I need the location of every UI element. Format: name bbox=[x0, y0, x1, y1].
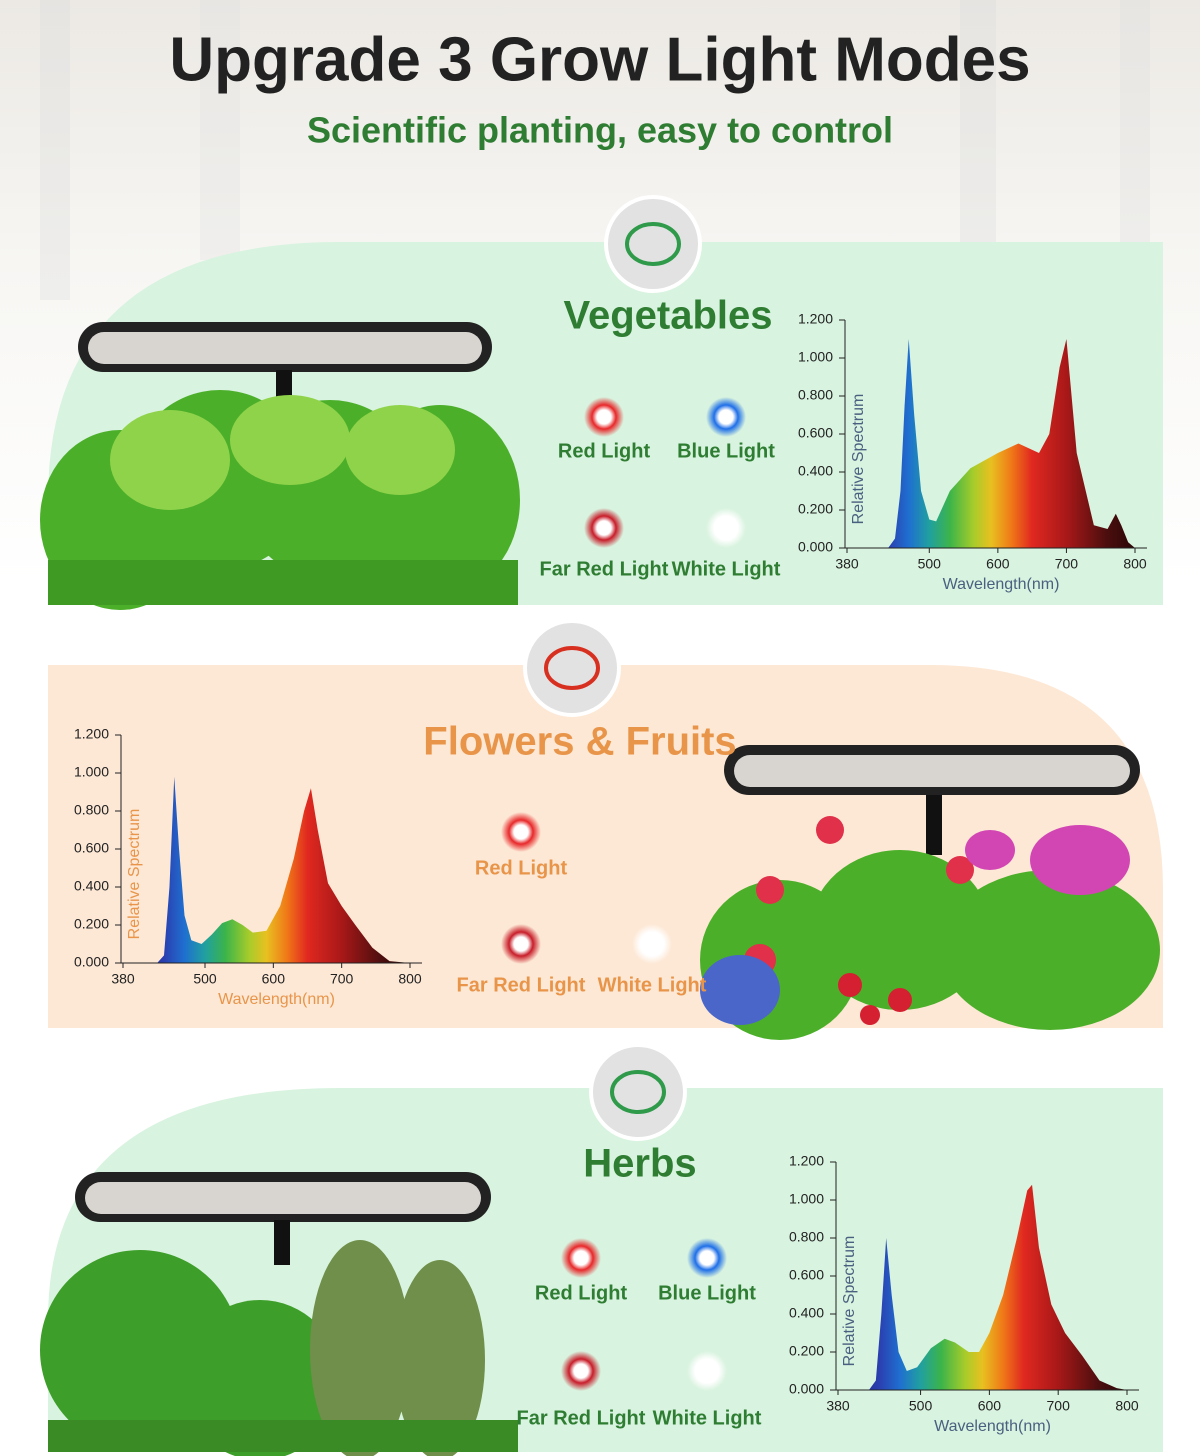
light-label: White Light bbox=[653, 1407, 762, 1429]
light-dot bbox=[561, 1238, 601, 1278]
light-label: Blue Light bbox=[658, 1282, 756, 1304]
icon bbox=[604, 195, 702, 293]
icon bbox=[523, 619, 621, 717]
y-tick-label: 0.600 bbox=[789, 1267, 824, 1283]
x-tick-label: 380 bbox=[111, 971, 135, 987]
spectrum-area bbox=[847, 339, 1135, 548]
light-label: Red Light bbox=[558, 440, 651, 462]
y-axis-label: Relative Spectrum bbox=[841, 1236, 858, 1367]
light-dot bbox=[561, 1351, 601, 1391]
y-tick-label: 0.800 bbox=[798, 387, 833, 403]
section-title: Herbs bbox=[583, 1142, 696, 1186]
x-tick-label: 800 bbox=[1115, 1398, 1139, 1414]
title: Upgrade 3 Grow Light Modes bbox=[169, 25, 1030, 94]
lamp-photo bbox=[40, 1172, 518, 1456]
light-label: White Light bbox=[598, 974, 707, 996]
x-tick-label: 600 bbox=[978, 1398, 1002, 1414]
light-label: Blue Light bbox=[677, 440, 775, 462]
light-dot bbox=[687, 1351, 727, 1391]
section-title: Vegetables bbox=[563, 294, 772, 338]
y-tick-label: 0.000 bbox=[74, 954, 109, 970]
y-axis-label: Relative Spectrum bbox=[850, 394, 867, 525]
y-tick-label: 0.400 bbox=[74, 878, 109, 894]
lamp-photo bbox=[40, 322, 520, 610]
lamp-photo bbox=[700, 745, 1160, 1040]
light-label: Red Light bbox=[475, 857, 568, 879]
y-tick-label: 0.200 bbox=[74, 916, 109, 932]
light-dot bbox=[584, 397, 624, 437]
x-tick-label: 700 bbox=[1055, 556, 1079, 572]
x-axis-label: Wavelength(nm) bbox=[934, 1418, 1051, 1435]
y-tick-label: 1.200 bbox=[789, 1153, 824, 1169]
x-axis-label: Wavelength(nm) bbox=[218, 991, 335, 1008]
y-tick-label: 0.600 bbox=[798, 425, 833, 441]
y-tick-label: 1.200 bbox=[798, 311, 833, 327]
y-tick-label: 0.800 bbox=[789, 1229, 824, 1245]
light-dot bbox=[632, 924, 672, 964]
x-tick-label: 500 bbox=[909, 1398, 933, 1414]
y-tick-label: 0.200 bbox=[798, 501, 833, 517]
x-tick-label: 600 bbox=[262, 971, 286, 987]
x-tick-label: 700 bbox=[330, 971, 354, 987]
subtitle: Scientific planting, easy to control bbox=[307, 110, 893, 151]
light-dot bbox=[584, 508, 624, 548]
y-tick-label: 0.000 bbox=[798, 539, 833, 555]
x-tick-label: 500 bbox=[193, 971, 217, 987]
chart: 0.000 0.200 0.400 0.600 0.800 1.000 1.200 380 50… bbox=[74, 726, 422, 1008]
x-tick-label: 700 bbox=[1047, 1398, 1071, 1414]
y-tick-label: 0.400 bbox=[789, 1305, 824, 1321]
x-axis-label: Wavelength(nm) bbox=[943, 576, 1060, 593]
spectrum-area bbox=[838, 1184, 1127, 1390]
x-tick-label: 380 bbox=[835, 556, 859, 572]
icon bbox=[589, 1043, 687, 1141]
y-tick-label: 0.000 bbox=[789, 1381, 824, 1397]
light-label: White Light bbox=[672, 558, 781, 580]
chart: 0.000 0.200 0.400 0.600 0.800 1.000 1.200 380 50… bbox=[798, 311, 1147, 593]
y-tick-label: 0.800 bbox=[74, 802, 109, 818]
light-label: Far Red Light bbox=[457, 974, 586, 996]
section-title: Flowers & Fruits bbox=[423, 720, 736, 764]
x-tick-label: 380 bbox=[826, 1398, 850, 1414]
y-tick-label: 1.000 bbox=[789, 1191, 824, 1207]
x-tick-label: 800 bbox=[1123, 556, 1147, 572]
y-axis-label: Relative Spectrum bbox=[126, 809, 143, 940]
chart: 0.000 0.200 0.400 0.600 0.800 1.000 1.200 380 50… bbox=[789, 1153, 1139, 1435]
light-dot bbox=[706, 397, 746, 437]
light-dot bbox=[687, 1238, 727, 1278]
light-label: Far Red Light bbox=[540, 558, 669, 580]
light-dot bbox=[501, 924, 541, 964]
light-dot bbox=[501, 812, 541, 852]
spectrum-area bbox=[123, 776, 410, 963]
light-dot bbox=[706, 508, 746, 548]
x-tick-label: 800 bbox=[398, 971, 422, 987]
y-tick-label: 0.200 bbox=[789, 1343, 824, 1359]
y-tick-label: 1.000 bbox=[798, 349, 833, 365]
x-tick-label: 500 bbox=[918, 556, 942, 572]
y-tick-label: 0.400 bbox=[798, 463, 833, 479]
y-tick-label: 0.600 bbox=[74, 840, 109, 856]
light-label: Far Red Light bbox=[517, 1407, 646, 1429]
x-tick-label: 600 bbox=[986, 556, 1010, 572]
light-label: Red Light bbox=[535, 1282, 628, 1304]
y-tick-label: 1.200 bbox=[74, 726, 109, 742]
y-tick-label: 1.000 bbox=[74, 764, 109, 780]
